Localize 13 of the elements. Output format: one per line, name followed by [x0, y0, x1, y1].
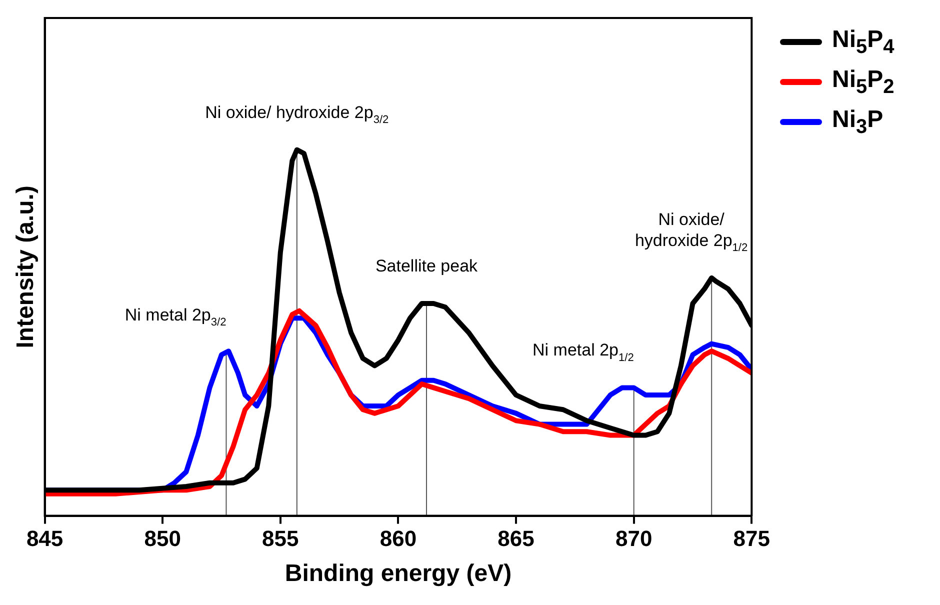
- x-tick-label: 875: [733, 526, 770, 552]
- legend-label: Ni$_{5}$P$_{2}$: [832, 66, 894, 98]
- y-axis-title: Intensity (a.u.): [12, 186, 40, 348]
- x-tick-label: 855: [262, 526, 299, 552]
- x-axis-title: Binding energy (eV): [284, 560, 512, 588]
- x-tick-label: 870: [615, 526, 652, 552]
- x-tick-label: 850: [144, 526, 181, 552]
- ref-line-label: Satellite peak: [375, 256, 478, 276]
- x-tick-label: 845: [26, 526, 64, 552]
- x-tick-label: 860: [380, 526, 417, 552]
- x-tick-label: 865: [498, 526, 534, 552]
- legend-label: Ni$_{5}$P$_{4}$: [832, 26, 894, 58]
- legend-label: Ni$_{3}$P: [832, 106, 884, 138]
